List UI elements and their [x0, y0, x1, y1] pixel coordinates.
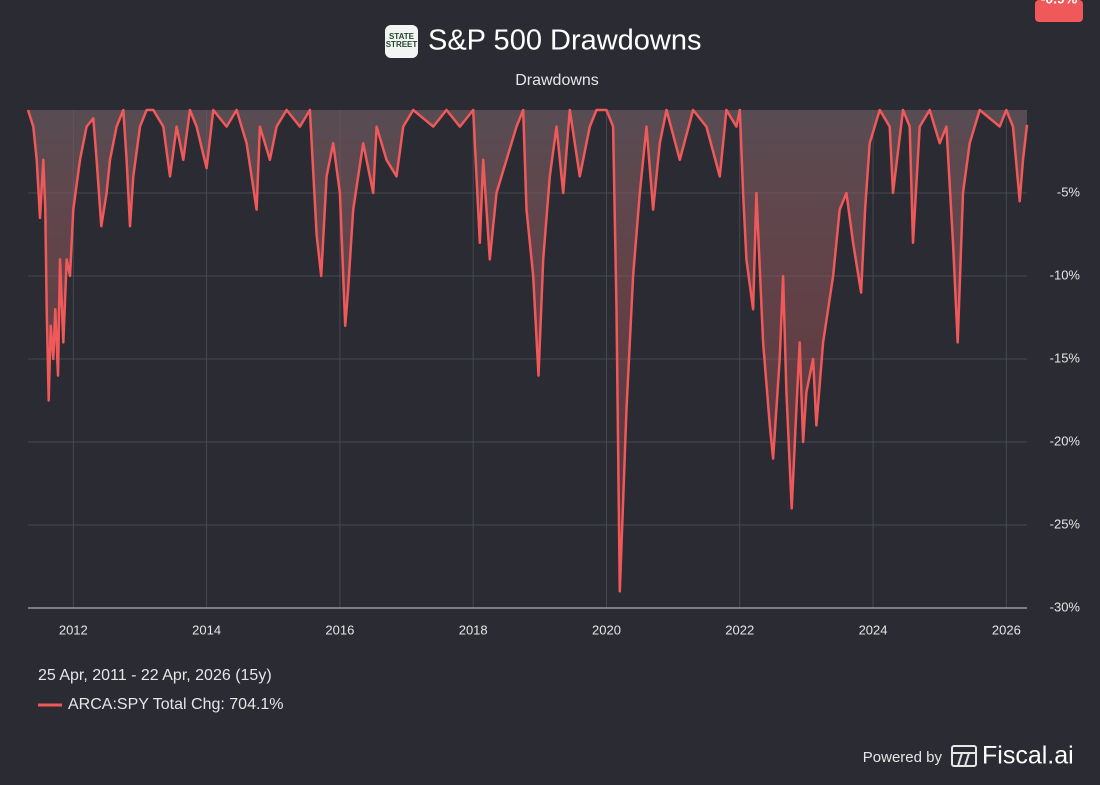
x-tick-label: 2024 [859, 622, 888, 637]
date-range: 25 Apr, 2011 - 22 Apr, 2026 (15y) [38, 667, 272, 684]
x-tick-label: 2026 [992, 622, 1021, 637]
x-tick-label: 2016 [325, 622, 354, 637]
y-tick-label: -20% [1050, 433, 1081, 448]
x-tick-label: 2022 [725, 622, 754, 637]
y-tick-label: -10% [1050, 267, 1081, 282]
powered-by: Powered by [863, 749, 943, 766]
x-tick-label: 2018 [459, 622, 488, 637]
y-tick-label: -15% [1050, 350, 1081, 365]
y-tick-label: -25% [1050, 516, 1081, 531]
y-tick-label: -5% [1057, 184, 1081, 199]
logo-text: STREET [386, 40, 418, 49]
chart-subtitle: Drawdowns [515, 72, 599, 89]
area [28, 110, 1027, 592]
x-tick-label: 2020 [592, 622, 621, 637]
y-tick-label: -30% [1050, 599, 1081, 614]
logo-text: STATE [389, 32, 415, 41]
value-badge [1035, 0, 1083, 22]
brand-icon [951, 745, 977, 767]
value-label: -0.9% [1041, 0, 1078, 7]
legend-label: ARCA:SPY Total Chg: 704.1% [68, 696, 284, 713]
brand: Fiscal.ai [982, 742, 1074, 770]
x-tick-label: 2014 [192, 622, 221, 637]
x-tick-label: 2012 [59, 622, 88, 637]
logo [385, 25, 418, 58]
chart-title: S&P 500 Drawdowns [428, 25, 702, 57]
line [26, 108, 1029, 593]
